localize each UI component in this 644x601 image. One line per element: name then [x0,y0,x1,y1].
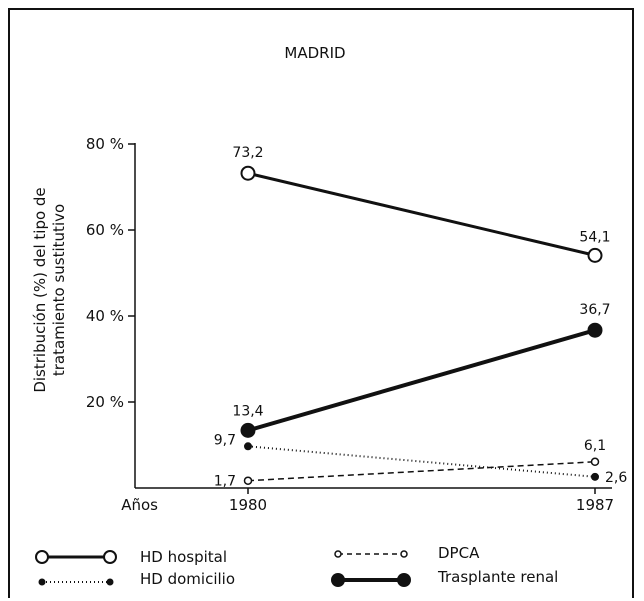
legend-marker-hd-hospital [35,550,49,564]
x-tick-label: 1980 [229,496,267,514]
legend-marker-dpca [334,550,342,558]
legend-item-hd-hospital: HD hospital [35,548,227,566]
data-label-hd-domicilio: 9,7 [214,432,236,448]
data-point-hd-hospital [587,247,603,263]
y-tick-label: 80 % [86,135,124,153]
y-axis-label-line1: Distribución (%) del tipo de [31,187,49,392]
series-line-trasplante-renal [247,328,596,433]
data-point-dpca [590,457,600,467]
series-line-hd-hospital [247,171,596,257]
data-point-dpca [243,476,253,485]
legend-marker-hd-domicilio-end [106,578,114,586]
data-point-trasplante-renal [587,322,603,338]
data-label-hd-domicilio: 2,6 [605,470,627,486]
chart-title: MADRID [284,44,345,62]
data-label-trasplante-renal: 13,4 [232,403,263,419]
legend-label-trasplante-renal: Trasplante renal [437,568,558,586]
legend-marker-hd-domicilio [38,578,46,586]
y-tick-label: 60 % [86,221,124,239]
data-label-hd-hospital: 73,2 [232,145,263,161]
series-line-hd-domicilio [247,445,596,478]
x-tick-label: 1987 [576,496,614,514]
series-line-dpca [247,461,596,482]
legend-item-dpca: DPCA [334,544,480,562]
data-label-hd-hospital: 54,1 [579,229,610,245]
data-point-trasplante-renal [240,422,256,438]
data-point-hd-domicilio [244,442,252,451]
data-point-hd-domicilio [591,472,599,481]
legend-label-hd-hospital: HD hospital [140,548,227,566]
y-tick-label: 20 % [86,393,124,411]
legend-marker-hd-hospital-end [103,550,117,564]
y-axis-label-line2: tratamiento sustitutivo [50,204,68,376]
legend-marker-dpca-end [400,550,408,558]
legend-item-hd-domicilio: HD domicilio [38,570,235,588]
data-label-dpca: 1,7 [214,474,236,490]
legend-label-dpca: DPCA [438,544,480,562]
legend-marker-trasplante-renal [331,573,345,587]
data-point-hd-hospital [240,165,256,181]
x-axis-label: Años [121,496,158,514]
chart-frame [8,8,634,598]
data-label-dpca: 6,1 [584,438,606,454]
legend-marker-trasplante-renal-end [397,573,411,587]
y-tick-label: 40 % [86,307,124,325]
legend-item-trasplante-renal: Trasplante renal [331,568,558,587]
data-label-trasplante-renal: 36,7 [579,302,610,318]
legend-label-hd-domicilio: HD domicilio [140,570,235,588]
